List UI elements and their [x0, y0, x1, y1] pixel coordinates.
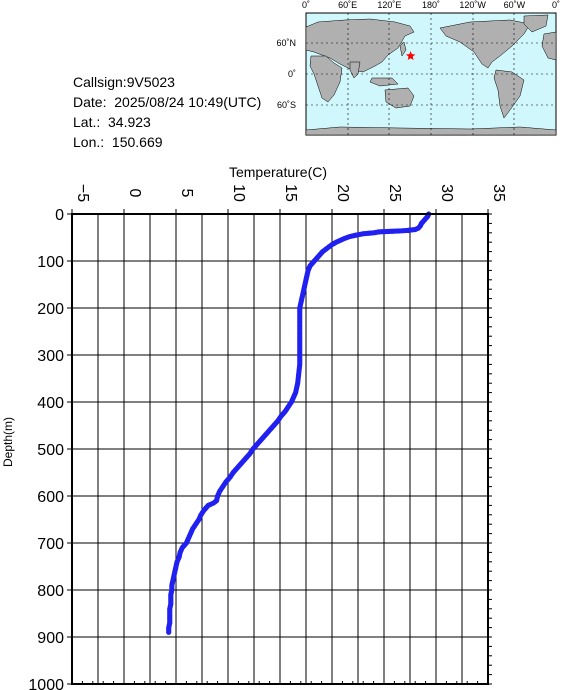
- station-marker-icon: [405, 51, 416, 60]
- land-eurasia: [305, 18, 415, 73]
- map-lon-label: 0˚: [302, 0, 310, 10]
- y-tick-label: 0: [55, 207, 64, 224]
- map-land: [305, 14, 557, 136]
- callsign-text: Callsign:9V5023: [73, 74, 175, 90]
- x-tick-label: 30: [438, 184, 455, 202]
- y-tick-label: 700: [37, 536, 64, 553]
- land-indonesia: [369, 77, 399, 87]
- y-tick-label: 800: [37, 583, 64, 600]
- map-lon-label: 60˚E: [338, 0, 357, 10]
- station-info: Callsign:9V5023 Date: 2025/08/24 10:49(U…: [73, 72, 261, 152]
- temperature-depth-chart: Temperature(C) Depth(m) −5 0 5 10 15 20 25 30 35…: [1, 164, 507, 690]
- land-antarctica: [305, 126, 557, 136]
- y-tick-label: 400: [37, 395, 64, 412]
- x-tick-label: 35: [490, 184, 507, 202]
- outlier-point: [389, 228, 394, 234]
- map-lon-label: 60˚W: [504, 0, 526, 10]
- map-lat-label: 60˚N: [276, 38, 296, 48]
- map-lon-label: 120˚W: [459, 0, 486, 10]
- y-tick-label: 600: [37, 489, 64, 506]
- chart-grid: [71, 213, 489, 685]
- land-australia: [384, 87, 415, 109]
- y-tick-label: 500: [37, 442, 64, 459]
- chart-ticks: −5 0 5 10 15 20 25 30 35 0 100 200 300 400 500 600 700 80…: [28, 184, 507, 690]
- x-tick-label: 5: [178, 189, 195, 198]
- map-lon-label: 180˚: [422, 0, 440, 10]
- land-japan: [399, 41, 407, 57]
- x-tick-label: 20: [334, 184, 351, 202]
- x-tick-label: 15: [282, 184, 299, 202]
- y-tick-label: 300: [37, 348, 64, 365]
- lat-text: Lat.: 34.923: [73, 114, 151, 130]
- outlier-point: [406, 228, 412, 234]
- map-lat-label: 0˚: [288, 69, 296, 79]
- lon-text: Lon.: 150.669: [73, 134, 163, 150]
- y-tick-label: 1000: [28, 677, 64, 690]
- y-tick-label: 900: [37, 630, 64, 647]
- map-frame: 0˚ 60˚E 120˚E 180˚ 120˚W 60˚W 0˚ 60˚N 0˚ 60˚S: [276, 0, 560, 136]
- land-south-america: [493, 69, 525, 119]
- map-lon-label: 120˚E: [377, 0, 401, 10]
- map-lon-labels: 0˚ 60˚E 120˚E 180˚ 120˚W 60˚W 0˚: [302, 0, 560, 10]
- data-point: [166, 629, 172, 635]
- x-tick-label: −5: [74, 184, 91, 202]
- map-lon-label: 0˚: [552, 0, 560, 10]
- land-africa: [309, 55, 343, 103]
- x-axis-label: Temperature(C): [229, 164, 327, 180]
- map-lat-labels: 60˚N 0˚ 60˚S: [276, 38, 296, 110]
- x-tick-label: 0: [126, 189, 143, 198]
- date-text: Date: 2025/08/24 10:49(UTC): [73, 94, 262, 110]
- land-europe-right: [541, 31, 557, 61]
- plot-frame: [71, 213, 489, 685]
- x-tick-label: 25: [386, 184, 403, 202]
- land-north-america: [439, 19, 531, 69]
- map-grid-lines: [306, 13, 556, 135]
- y-tick-label: 200: [37, 301, 64, 318]
- map-lat-label: 60˚S: [277, 100, 296, 110]
- y-tick-label: 100: [37, 254, 64, 271]
- y-axis-label: Depth(m): [1, 417, 15, 467]
- x-tick-label: 10: [230, 184, 247, 202]
- data-points: [166, 211, 432, 635]
- land-greenland: [523, 14, 549, 33]
